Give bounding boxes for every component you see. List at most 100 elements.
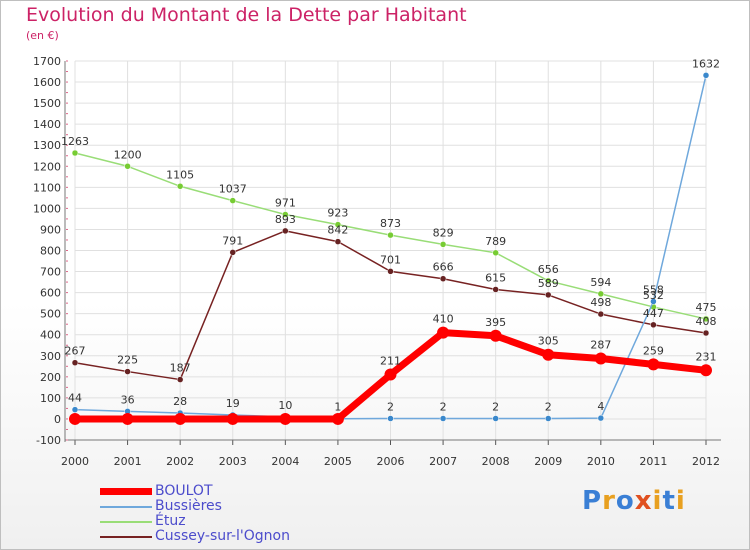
data-point <box>331 412 344 425</box>
data-point <box>229 197 236 204</box>
legend-label: BOULOT <box>155 483 213 499</box>
y-tick-label: 100 <box>40 392 61 405</box>
data-label: 1200 <box>114 148 142 161</box>
legend-swatch-cussey <box>100 535 152 538</box>
data-label: 28 <box>173 395 187 408</box>
data-point <box>594 352 607 365</box>
data-label: 589 <box>538 277 559 290</box>
data-point <box>437 326 450 339</box>
data-label: 532 <box>643 289 664 302</box>
data-point <box>69 412 81 425</box>
data-label: 2 <box>440 401 447 414</box>
data-label: 225 <box>117 354 138 367</box>
data-label: 842 <box>327 224 348 237</box>
legend-item-etuz: Étuz <box>100 514 290 529</box>
data-label: 873 <box>380 217 401 230</box>
data-point <box>439 275 447 282</box>
data-label: 701 <box>380 253 401 266</box>
legend-swatch-etuz <box>100 520 152 523</box>
data-point <box>439 415 447 422</box>
data-point <box>282 227 289 235</box>
data-label: 231 <box>696 350 717 363</box>
data-label: 558 <box>643 283 664 296</box>
data-label: 187 <box>170 362 191 375</box>
x-tick-label: 2000 <box>61 455 89 468</box>
data-label: 395 <box>485 316 506 329</box>
data-point <box>597 414 605 422</box>
data-point <box>492 249 499 257</box>
series-lines <box>69 72 712 425</box>
legend-item-boulot: BOULOT <box>100 484 290 499</box>
data-point <box>71 149 79 157</box>
data-point <box>124 368 131 375</box>
y-tick-label: 800 <box>40 245 61 258</box>
y-tick-label: 600 <box>40 287 61 300</box>
x-tick-label: 2008 <box>482 455 510 468</box>
data-label: 19 <box>226 397 240 410</box>
data-point <box>121 412 134 425</box>
data-point <box>489 329 502 342</box>
data-label: 666 <box>433 261 454 274</box>
x-tick-label: 2002 <box>166 455 194 468</box>
data-point <box>71 359 79 366</box>
data-point <box>545 291 552 299</box>
legend-label: Bussières <box>155 498 222 514</box>
data-labels: 211 410 395 305 287 259 231 44 36 28 19 10 1 2 2 2 2 4 558… <box>61 57 720 413</box>
data-label: 1 <box>334 401 341 414</box>
data-label: 410 <box>433 313 454 326</box>
data-point <box>176 183 184 190</box>
data-point <box>174 412 187 425</box>
y-tick-label: 1100 <box>33 181 61 194</box>
data-label: 211 <box>380 355 401 368</box>
data-label: 408 <box>696 315 717 328</box>
data-label: 1037 <box>219 183 247 196</box>
data-label: 791 <box>222 234 243 247</box>
data-label: 44 <box>68 392 82 405</box>
logo-letter: x <box>634 486 653 516</box>
data-point <box>702 315 710 323</box>
y-tick-label: 1200 <box>33 160 61 173</box>
y-tick-label: 1600 <box>33 76 61 89</box>
logo-letter: i <box>675 486 686 516</box>
data-point <box>282 211 289 218</box>
y-tick-label: 700 <box>40 266 61 279</box>
x-tick-label: 2005 <box>324 455 352 468</box>
data-point <box>226 412 239 425</box>
logo-letter: i <box>652 486 663 516</box>
data-point <box>124 163 131 170</box>
data-label: 10 <box>278 399 292 412</box>
data-label: 789 <box>485 235 506 248</box>
data-point <box>542 348 555 361</box>
data-point <box>439 241 447 248</box>
data-point <box>702 329 710 337</box>
y-tick-label: -100 <box>36 434 61 447</box>
data-label: 1105 <box>166 168 194 181</box>
data-point <box>229 249 236 256</box>
data-label: 498 <box>590 296 611 309</box>
y-tick-label: 1700 <box>33 55 61 68</box>
x-tick-label: 2004 <box>271 455 299 468</box>
legend-swatch-bussieres <box>100 505 152 508</box>
axes: -100 0 100 200 300 400 500 600 700 800 900 1000 1100… <box>33 55 721 468</box>
y-tick-label: 200 <box>40 371 61 384</box>
data-label: 4 <box>597 400 604 413</box>
data-label: 594 <box>590 276 611 289</box>
logo-letter: r <box>602 486 616 516</box>
x-tick-label: 2007 <box>429 455 457 468</box>
legend-item-bussieres: Bussières <box>100 499 290 514</box>
data-label: 656 <box>538 263 559 276</box>
data-point <box>597 290 605 298</box>
y-tick-label: 1300 <box>33 139 61 152</box>
data-label: 1263 <box>61 135 89 148</box>
data-label: 615 <box>485 271 506 284</box>
data-label: 305 <box>538 335 559 348</box>
x-tick-label: 2012 <box>692 455 720 468</box>
legend-label: Cussey-sur-l'Ognon <box>155 528 290 544</box>
data-point <box>700 364 712 377</box>
data-point <box>647 358 660 371</box>
x-tick-label: 2006 <box>377 455 405 468</box>
data-point <box>334 238 342 245</box>
data-point <box>545 415 552 422</box>
y-tick-label: 900 <box>40 223 61 236</box>
